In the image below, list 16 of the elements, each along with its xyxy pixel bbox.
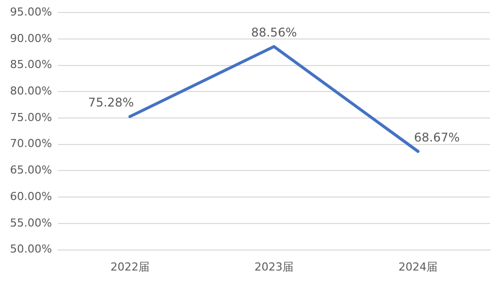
y-tick-label: 55.00% [10,216,52,230]
x-tick-label: 2022届 [110,260,150,274]
x-tick-label: 2023届 [254,260,294,274]
y-tick-label: 65.00% [10,164,52,177]
y-tick-label: 90.00% [10,32,52,45]
x-tick-label: 2024届 [398,260,438,274]
data-label: 75.28% [88,96,134,110]
y-tick-label: 70.00% [10,137,52,150]
y-tick-label: 85.00% [10,58,52,72]
y-tick-label: 95.00% [10,5,52,18]
y-tick-label: 60.00% [10,190,52,203]
y-tick-label: 80.00% [10,84,52,98]
data-label: 88.56% [251,26,297,40]
data-label: 68.67% [414,130,460,145]
y-tick-label: 50.00% [10,242,52,256]
y-tick-label: 75.00% [10,110,52,124]
